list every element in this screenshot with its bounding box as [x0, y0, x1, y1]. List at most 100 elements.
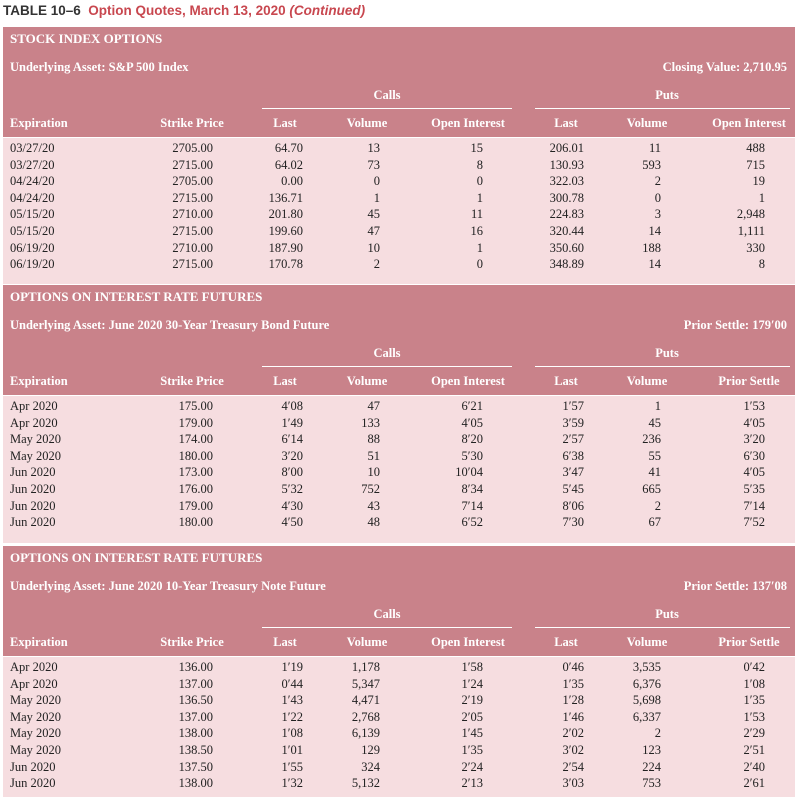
underlying-asset: Underlying Asset: S&P 500 Index	[10, 60, 189, 74]
table-cell: 1′01	[281, 743, 303, 757]
table-cell: 4′50	[281, 515, 303, 530]
reference-value: Closing Value: 2,710.95	[662, 60, 787, 74]
table-cell: 16	[470, 224, 484, 238]
table-cell: 138.50	[178, 743, 213, 757]
table-cell: 1′28	[562, 693, 584, 708]
table-cell: 4′05	[461, 415, 483, 430]
table-cell: 1′57	[562, 399, 584, 413]
table-cell: 05/15/20	[10, 207, 55, 222]
table-cell: 179.00	[178, 415, 213, 430]
table-cell: 15	[470, 141, 484, 155]
table-cell: 5′30	[461, 448, 483, 463]
table-cell: 1′24	[461, 676, 483, 691]
table-cell: 8′20	[461, 432, 483, 447]
table-cell: 8′34	[461, 482, 483, 496]
column-header: Last	[554, 116, 578, 130]
column-header: Volume	[346, 116, 388, 130]
table-cell: Apr 2020	[10, 676, 58, 691]
table-cell: Jun 2020	[10, 465, 56, 480]
table-cell: 3′47	[562, 465, 584, 480]
table-cell: 174.00	[178, 432, 213, 447]
table-cell: 1′35	[562, 676, 584, 691]
table-cell: 6′21	[461, 399, 483, 413]
table-cell: 123	[642, 743, 661, 757]
table-cell: 45	[648, 415, 662, 430]
table-cell: 2′51	[743, 743, 765, 757]
table-cell: 137.00	[178, 709, 213, 724]
table-title: TABLE 10–6 Option Quotes, March 13, 2020…	[3, 3, 365, 18]
table-cell: 130.93	[549, 157, 584, 172]
table-cell: 03/27/20	[10, 157, 55, 172]
table-cell: 67	[648, 515, 662, 530]
table-cell: 2′13	[461, 776, 483, 791]
table-cell: 348.89	[549, 257, 584, 272]
table-cell: 05/15/20	[10, 224, 55, 238]
table-cell: 2710.00	[172, 240, 213, 255]
table-cell: 1′55	[281, 759, 303, 774]
underlying-asset: Underlying Asset: June 2020 30-Year Trea…	[10, 318, 330, 332]
table-cell: 7′14	[461, 498, 483, 513]
table-cell: 64.02	[274, 157, 303, 172]
column-header: Last	[554, 635, 578, 649]
table-cell: 175.00	[178, 399, 213, 413]
table-cell: Jun 2020	[10, 498, 56, 513]
table-cell: 752	[361, 482, 380, 496]
table-cell: 1′43	[281, 693, 303, 708]
section-header	[3, 546, 795, 656]
table-cell: 138.00	[178, 776, 213, 791]
table-cell: May 2020	[10, 448, 62, 463]
table-cell: 43	[367, 498, 381, 513]
table-cell: 320.44	[549, 224, 584, 238]
column-header: Prior Settle	[718, 635, 780, 649]
group-rule	[535, 108, 790, 109]
table-cell: 06/19/20	[10, 240, 55, 255]
table-cell: 593	[642, 157, 661, 172]
table-cell: 0′44	[281, 676, 303, 691]
table-cell: 47	[367, 224, 381, 238]
table-cell: 179.00	[178, 498, 213, 513]
column-header: Strike Price	[160, 635, 224, 649]
table-cell: 3	[654, 207, 661, 222]
table-cell: 04/24/20	[10, 190, 55, 205]
table-cell: 1′08	[743, 676, 765, 691]
table-cell: 11	[648, 141, 661, 155]
table-cell: 133	[361, 415, 380, 430]
group-rule	[535, 366, 790, 367]
table-cell: 11	[470, 207, 483, 222]
column-header: Volume	[626, 374, 668, 388]
table-cell: 173.00	[178, 465, 213, 480]
table-cell: 224.83	[549, 207, 584, 222]
table-cell: 2715.00	[172, 157, 213, 172]
table-cell: 330	[746, 240, 765, 255]
table-cell: 1	[758, 190, 765, 205]
table-cell: 3′59	[562, 415, 584, 430]
table-cell: 1′22	[281, 709, 303, 724]
table-cell: 0	[476, 257, 483, 272]
table-cell: 4′08	[281, 399, 303, 413]
column-header: Prior Settle	[718, 374, 780, 388]
table-cell: 2′29	[743, 726, 765, 741]
table-cell: 55	[648, 448, 662, 463]
table-cell: 6′30	[743, 448, 765, 463]
table-cell: 2′61	[743, 776, 765, 791]
table-cell: 201.80	[268, 207, 303, 222]
table-cell: 06/19/20	[10, 257, 55, 272]
table-cell: 2705.00	[172, 174, 213, 189]
column-header: Expiration	[10, 116, 68, 130]
table-cell: 2′40	[743, 759, 765, 774]
table-caption-suffix: (Continued)	[289, 3, 366, 18]
table-cell: 4,471	[351, 693, 380, 708]
table-cell: 3′02	[562, 743, 584, 757]
table-cell: 0.00	[281, 174, 303, 189]
table-cell: 10′04	[455, 465, 483, 480]
table-cell: 1′46	[562, 709, 584, 724]
table-cell: 2	[373, 257, 380, 272]
table-cell: 6′52	[461, 515, 483, 530]
table-cell: 4′05	[743, 465, 765, 480]
table-cell: 04/24/20	[10, 174, 55, 189]
section-heading: OPTIONS ON INTEREST RATE FUTURES	[10, 550, 263, 565]
column-header: Strike Price	[160, 116, 224, 130]
reference-value: Prior Settle: 137′08	[683, 579, 787, 593]
table-cell: 6′38	[562, 448, 584, 463]
